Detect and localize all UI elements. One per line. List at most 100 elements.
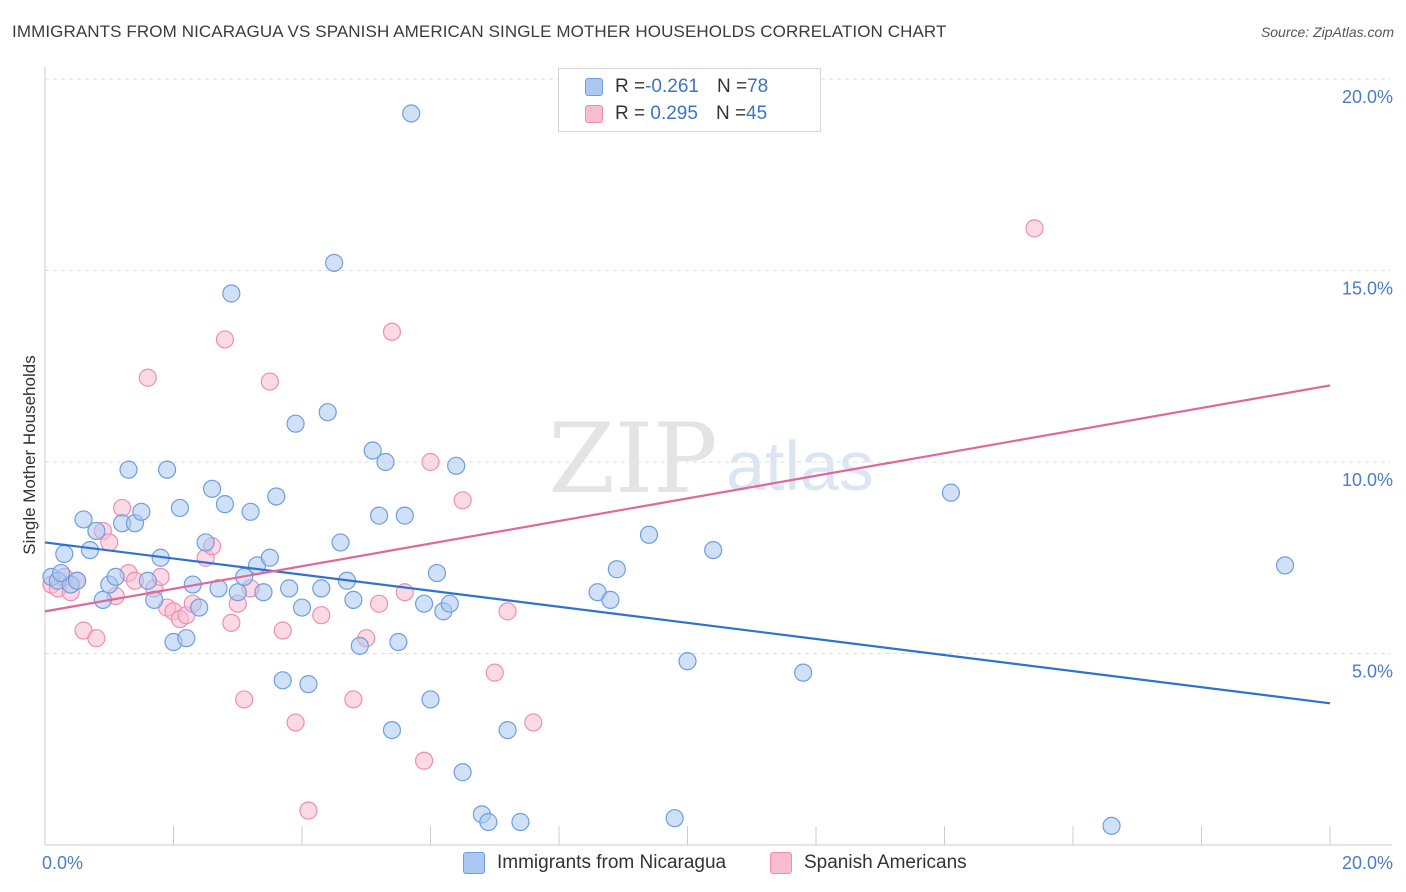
data-point <box>440 594 459 613</box>
legend-n-value: 78 <box>747 76 769 97</box>
data-point <box>794 663 813 682</box>
data-point <box>273 671 292 690</box>
watermark: ZIP atlas <box>548 403 874 515</box>
bottom-legend-spanish[interactable]: Spanish Americans <box>770 852 967 874</box>
data-point <box>51 563 71 583</box>
bottom-legend-nicaragua[interactable]: Immigrants from Nicaragua <box>463 852 726 874</box>
legend-n-label: N = <box>715 103 747 124</box>
x-tick-labels: 0.0% 20.0% <box>42 853 1393 873</box>
trend-lines <box>44 384 1331 705</box>
legend-swatch-pink <box>585 105 603 123</box>
correlation-legend: R = -0.261 N = 78 R = 0.295 N = 45 <box>558 68 821 132</box>
data-point <box>112 498 132 518</box>
data-point <box>370 506 389 525</box>
data-point <box>363 441 382 460</box>
data-point <box>215 495 234 514</box>
data-point <box>382 720 402 740</box>
data-point <box>299 801 318 820</box>
data-point <box>74 510 93 529</box>
data-point <box>132 502 151 521</box>
watermark-atlas: atlas <box>726 427 874 505</box>
bottom-legend-label: Immigrants from Nicaragua <box>497 852 727 873</box>
legend-r-value: 0.295 <box>645 103 698 124</box>
data-point <box>138 571 157 590</box>
legend-r-label: R = <box>615 103 646 124</box>
data-point <box>177 629 196 648</box>
data-point <box>318 403 337 422</box>
data-point <box>286 713 305 732</box>
data-point <box>498 720 517 740</box>
data-point <box>447 456 466 475</box>
trend-line-spanish <box>44 384 1331 613</box>
y-tick-label: 5.0% <box>1352 662 1393 682</box>
data-point <box>704 540 723 560</box>
data-point <box>325 253 344 272</box>
data-point <box>350 636 369 655</box>
legend-row-spanish: R = 0.295 N = 45 <box>585 101 767 127</box>
data-point <box>344 690 363 709</box>
data-point <box>87 629 106 648</box>
data-point <box>228 583 247 602</box>
data-point <box>215 330 234 349</box>
data-point <box>395 506 414 525</box>
data-point <box>678 652 697 671</box>
data-point <box>273 621 292 640</box>
data-point <box>190 598 209 617</box>
y-tick-label: 20.0% <box>1342 87 1393 107</box>
legend-row-nicaragua: R = -0.261 N = 78 <box>585 74 768 100</box>
data-point <box>485 663 504 682</box>
data-point <box>344 590 363 609</box>
data-point <box>1025 219 1044 238</box>
legend-n-label: N = <box>716 76 748 97</box>
axes <box>44 67 1392 846</box>
data-point <box>280 579 299 598</box>
data-point <box>119 460 138 479</box>
legend-swatch-blue <box>585 78 603 96</box>
data-point <box>331 533 350 552</box>
data-point <box>299 675 318 694</box>
data-point <box>260 372 279 391</box>
data-point <box>511 812 530 832</box>
data-point <box>607 560 626 579</box>
legend-n-value: 45 <box>746 103 768 124</box>
data-point <box>453 491 472 510</box>
trend-line-nicaragua <box>44 541 1331 705</box>
data-point <box>202 479 222 498</box>
data-point <box>260 548 279 567</box>
x-tick-label: 20.0% <box>1342 853 1393 873</box>
data-point <box>1275 556 1295 575</box>
data-point <box>196 533 215 552</box>
data-point <box>106 567 125 587</box>
data-point <box>453 763 472 782</box>
data-point <box>292 598 312 617</box>
y-tick-labels: 5.0% 10.0% 15.0% 20.0% <box>1342 87 1393 682</box>
data-point <box>601 590 620 609</box>
data-point <box>370 594 389 613</box>
data-point <box>157 460 177 479</box>
data-point <box>267 487 286 506</box>
data-point <box>421 452 440 472</box>
watermark-zip: ZIP <box>548 403 717 515</box>
y-tick-label: 15.0% <box>1342 279 1393 299</box>
data-point <box>382 322 402 341</box>
data-point <box>414 751 434 770</box>
data-point <box>1102 816 1121 835</box>
data-point <box>524 713 543 732</box>
bottom-legend-swatch-blue <box>463 852 485 874</box>
x-tick-label: 0.0% <box>42 853 83 873</box>
source-label: Source: ZipAtlas.com <box>1260 24 1394 40</box>
legend-r-value: -0.261 <box>645 76 699 97</box>
data-point <box>665 809 684 828</box>
data-point <box>312 606 331 625</box>
data-point <box>80 540 100 560</box>
data-point <box>68 571 87 590</box>
y-axis-label: Single Mother Households <box>20 355 39 554</box>
data-point <box>55 544 74 564</box>
y-tick-label: 10.0% <box>1342 470 1393 490</box>
data-point <box>254 583 273 602</box>
data-point <box>241 502 260 521</box>
bottom-legend-label: Spanish Americans <box>804 852 967 873</box>
data-point <box>235 690 254 709</box>
chart-title: IMMIGRANTS FROM NICARAGUA VS SPANISH AME… <box>12 22 947 41</box>
